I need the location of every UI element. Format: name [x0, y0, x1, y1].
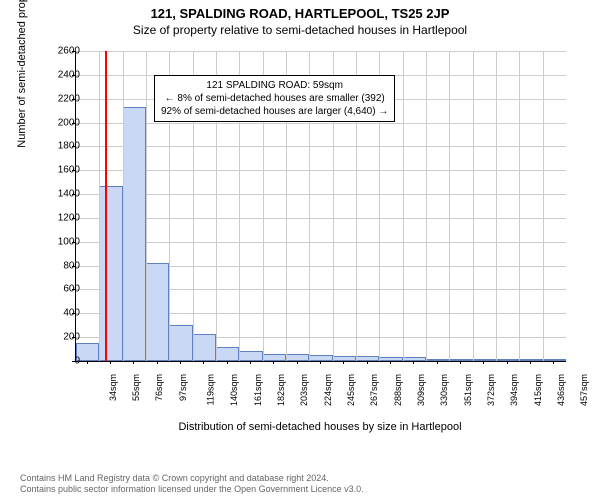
xtick-mark — [343, 361, 344, 364]
property-marker-line — [105, 51, 107, 361]
annotation-box: 121 SPALDING ROAD: 59sqm← 8% of semi-det… — [154, 75, 395, 122]
histogram-bar — [193, 334, 216, 361]
xtick-label: 457sqm — [579, 374, 589, 406]
xtick-mark — [227, 361, 228, 364]
xtick-mark — [413, 361, 414, 364]
chart-title-sub: Size of property relative to semi-detach… — [0, 21, 600, 41]
gridline-v — [403, 51, 404, 361]
xtick-mark — [390, 361, 391, 364]
gridline-v — [519, 51, 520, 361]
xtick-label: 97sqm — [178, 374, 188, 401]
ytick-mark — [72, 170, 75, 171]
histogram-bar — [169, 325, 192, 361]
ytick-mark — [72, 242, 75, 243]
ytick-mark — [72, 266, 75, 267]
annotation-line3: 92% of semi-detached houses are larger (… — [161, 105, 388, 118]
xtick-mark — [180, 361, 181, 364]
xtick-label: 161sqm — [253, 374, 263, 406]
xtick-label: 182sqm — [276, 374, 286, 406]
histogram-bar — [286, 354, 309, 361]
histogram-bar — [99, 186, 122, 361]
gridline-v — [449, 51, 450, 361]
xtick-label: 267sqm — [369, 374, 379, 406]
gridline-v — [123, 51, 124, 361]
xtick-label: 288sqm — [393, 374, 403, 406]
xtick-label: 436sqm — [556, 374, 566, 406]
gridline-h — [76, 170, 566, 171]
xtick-label: 394sqm — [509, 374, 519, 406]
gridline-v — [496, 51, 497, 361]
xtick-label: 76sqm — [154, 374, 164, 401]
xtick-label: 119sqm — [205, 374, 215, 405]
xtick-mark — [437, 361, 438, 364]
xtick-label: 351sqm — [463, 374, 473, 406]
chart-title-main: 121, SPALDING ROAD, HARTLEPOOL, TS25 2JP — [0, 0, 600, 21]
y-axis-label: Number of semi-detached properties — [16, 0, 28, 148]
histogram-bar — [216, 347, 239, 361]
xtick-label: 203sqm — [299, 374, 309, 406]
footer-line2: Contains public sector information licen… — [20, 484, 364, 496]
xtick-label: 140sqm — [229, 374, 239, 406]
gridline-h — [76, 242, 566, 243]
xtick-label: 372sqm — [486, 374, 496, 406]
xtick-mark — [133, 361, 134, 364]
gridline-v — [99, 51, 100, 361]
histogram-bar — [356, 356, 379, 361]
xtick-mark — [110, 361, 111, 364]
xtick-label: 245sqm — [346, 374, 356, 406]
xtick-mark — [530, 361, 531, 364]
ytick-mark — [72, 361, 75, 362]
histogram-bar — [123, 107, 146, 361]
xtick-mark — [320, 361, 321, 364]
histogram-bar — [239, 351, 262, 361]
xtick-mark — [203, 361, 204, 364]
xtick-label: 55sqm — [131, 374, 141, 401]
footer-copyright: Contains HM Land Registry data © Crown c… — [20, 473, 364, 496]
ytick-mark — [72, 337, 75, 338]
ytick-mark — [72, 75, 75, 76]
histogram-bar — [496, 359, 519, 361]
ytick-mark — [72, 146, 75, 147]
x-axis-label: Distribution of semi-detached houses by … — [75, 421, 565, 433]
xtick-label: 34sqm — [108, 374, 118, 401]
gridline-h — [76, 218, 566, 219]
gridline-h — [76, 51, 566, 52]
histogram-bar — [146, 263, 169, 361]
ytick-mark — [72, 313, 75, 314]
ytick-mark — [72, 99, 75, 100]
xtick-mark — [157, 361, 158, 364]
xtick-label: 415sqm — [533, 374, 543, 406]
ytick-mark — [72, 218, 75, 219]
histogram-bar — [263, 354, 286, 361]
xtick-mark — [367, 361, 368, 364]
xtick-label: 224sqm — [323, 374, 333, 406]
xtick-mark — [553, 361, 554, 364]
plot-area: 121 SPALDING ROAD: 59sqm← 8% of semi-det… — [75, 51, 566, 362]
gridline-v — [543, 51, 544, 361]
gridline-h — [76, 146, 566, 147]
gridline-v — [146, 51, 147, 361]
xtick-label: 309sqm — [416, 374, 426, 406]
histogram-bar — [426, 359, 449, 361]
gridline-h — [76, 194, 566, 195]
xtick-mark — [507, 361, 508, 364]
ytick-mark — [72, 194, 75, 195]
xtick-mark — [297, 361, 298, 364]
ytick-mark — [72, 289, 75, 290]
footer-line1: Contains HM Land Registry data © Crown c… — [20, 473, 364, 485]
xtick-mark — [273, 361, 274, 364]
xtick-mark — [250, 361, 251, 364]
gridline-v — [473, 51, 474, 361]
xtick-mark — [460, 361, 461, 364]
annotation-line2: ← 8% of semi-detached houses are smaller… — [161, 92, 388, 105]
chart-container: Number of semi-detached properties 121 S… — [20, 41, 580, 421]
ytick-mark — [72, 123, 75, 124]
xtick-mark — [483, 361, 484, 364]
gridline-h — [76, 123, 566, 124]
ytick-mark — [72, 51, 75, 52]
xtick-mark — [87, 361, 88, 364]
annotation-line1: 121 SPALDING ROAD: 59sqm — [161, 79, 388, 92]
xtick-label: 330sqm — [439, 374, 449, 406]
gridline-v — [426, 51, 427, 361]
